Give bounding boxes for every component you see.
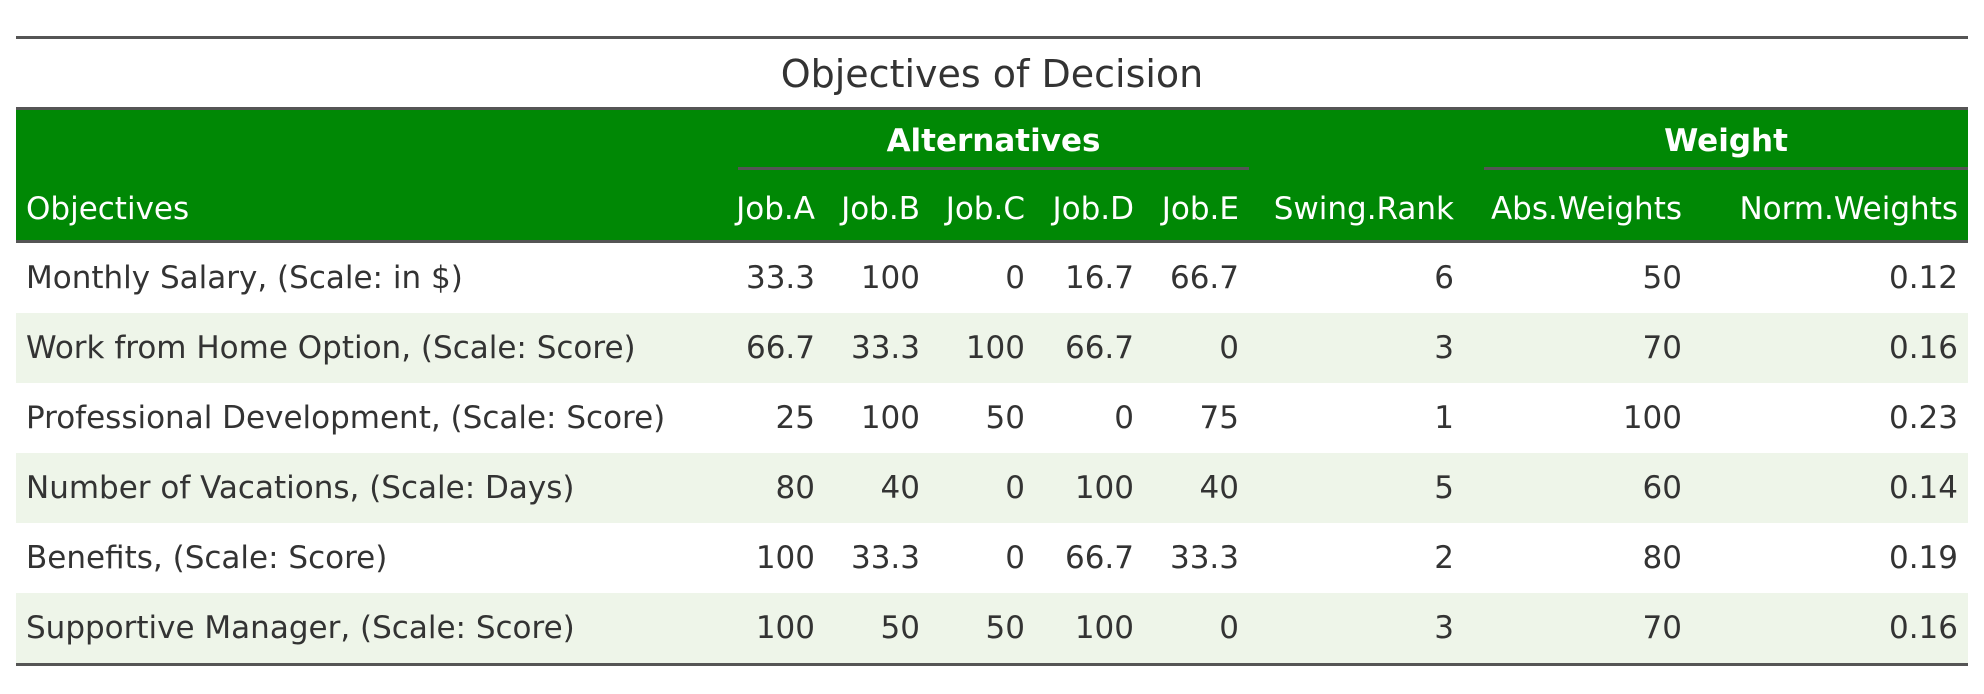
table-row: Monthly Salary, (Scale: in $) 33.3 100 0… [16, 242, 1968, 314]
column-header-norm-weights: Norm.Weights [1692, 178, 1968, 243]
cell-job-b: 33.3 [825, 313, 930, 383]
column-header-job-e: Job.E [1144, 178, 1249, 243]
cell-objective: Supportive Manager, (Scale: Score) [16, 593, 720, 665]
cell-norm-weights: 0.14 [1692, 453, 1968, 523]
cell-swing-rank: 6 [1434, 260, 1454, 296]
column-header-objectives: Objectives [16, 178, 720, 243]
cell-job-c: 100 [930, 313, 1035, 383]
cell-job-b: 40 [825, 453, 930, 523]
cell-job-e: 0 [1144, 593, 1249, 665]
spanner-weight-label: Weight [1484, 123, 1968, 170]
cell-job-c: 0 [930, 453, 1035, 523]
table-row: Professional Development, (Scale: Score)… [16, 383, 1968, 453]
cell-swing-rank: 5 [1249, 453, 1464, 523]
cell-job-c: 50 [985, 400, 1025, 436]
cell-abs-weights: 100 [1622, 400, 1682, 436]
cell-job-d: 66.7 [1064, 540, 1134, 576]
cell-abs-weights: 70 [1464, 593, 1692, 665]
table-row: Supportive Manager, (Scale: Score) 100 5… [16, 593, 1968, 665]
cell-job-c: 0 [1005, 260, 1025, 296]
cell-job-a: 33.3 [745, 260, 815, 296]
cell-job-e: 66.7 [1169, 260, 1239, 296]
spanner-alternatives: Alternatives [720, 108, 1249, 178]
cell-objective: Professional Development, (Scale: Score) [26, 400, 666, 436]
table-row: Benefits, (Scale: Score) 100 33.3 0 66.7… [16, 523, 1968, 593]
cell-job-a: 100 [720, 593, 825, 665]
cell-job-c: 0 [1005, 540, 1025, 576]
cell-job-d: 66.7 [1035, 313, 1144, 383]
cell-job-b: 50 [825, 593, 930, 665]
objectives-table: Objectives of Decision Alternatives Weig… [16, 36, 1968, 666]
column-header-job-d: Job.D [1035, 178, 1144, 243]
cell-objective: Benefits, (Scale: Score) [26, 540, 388, 576]
decision-table-container: Objectives of Decision Alternatives Weig… [16, 36, 1968, 666]
cell-job-a: 25 [775, 400, 815, 436]
cell-job-e: 0 [1144, 313, 1249, 383]
cell-norm-weights: 0.12 [1888, 260, 1958, 296]
column-header-row: Objectives Job.A Job.B Job.C Job.D Job.E… [16, 178, 1968, 243]
spanner-weight: Weight [1464, 108, 1968, 178]
cell-objective: Work from Home Option, (Scale: Score) [16, 313, 720, 383]
cell-job-e: 40 [1144, 453, 1249, 523]
column-header-job-a: Job.A [720, 178, 825, 243]
cell-job-d: 0 [1114, 400, 1134, 436]
cell-job-a: 100 [755, 540, 815, 576]
cell-job-d: 100 [1035, 453, 1144, 523]
cell-job-e: 33.3 [1169, 540, 1239, 576]
spanner-empty-mid [1249, 108, 1464, 178]
cell-job-b: 100 [860, 260, 920, 296]
column-header-swing-rank: Swing.Rank [1249, 178, 1464, 243]
cell-job-c: 50 [930, 593, 1035, 665]
cell-norm-weights: 0.19 [1888, 540, 1958, 576]
column-header-abs-weights: Abs.Weights [1464, 178, 1692, 243]
table-row: Work from Home Option, (Scale: Score) 66… [16, 313, 1968, 383]
cell-job-b: 100 [860, 400, 920, 436]
column-header-job-b: Job.B [825, 178, 930, 243]
cell-job-b: 33.3 [850, 540, 920, 576]
cell-swing-rank: 2 [1434, 540, 1454, 576]
cell-job-d: 16.7 [1064, 260, 1134, 296]
cell-swing-rank: 3 [1249, 593, 1464, 665]
cell-abs-weights: 70 [1464, 313, 1692, 383]
table-row: Number of Vacations, (Scale: Days) 80 40… [16, 453, 1968, 523]
cell-job-a: 66.7 [720, 313, 825, 383]
cell-abs-weights: 80 [1642, 540, 1682, 576]
spanner-alternatives-label: Alternatives [738, 123, 1249, 170]
cell-norm-weights: 0.16 [1692, 593, 1968, 665]
cell-swing-rank: 1 [1434, 400, 1454, 436]
cell-swing-rank: 3 [1249, 313, 1464, 383]
table-title: Objectives of Decision [16, 37, 1968, 110]
cell-job-e: 75 [1199, 400, 1239, 436]
cell-norm-weights: 0.16 [1692, 313, 1968, 383]
cell-norm-weights: 0.23 [1888, 400, 1958, 436]
cell-abs-weights: 50 [1642, 260, 1682, 296]
cell-objective: Number of Vacations, (Scale: Days) [16, 453, 720, 523]
cell-job-a: 80 [720, 453, 825, 523]
cell-abs-weights: 60 [1464, 453, 1692, 523]
cell-objective: Monthly Salary, (Scale: in $) [26, 260, 463, 296]
cell-job-d: 100 [1035, 593, 1144, 665]
column-header-job-c: Job.C [930, 178, 1035, 243]
spanner-empty-left [16, 108, 720, 178]
